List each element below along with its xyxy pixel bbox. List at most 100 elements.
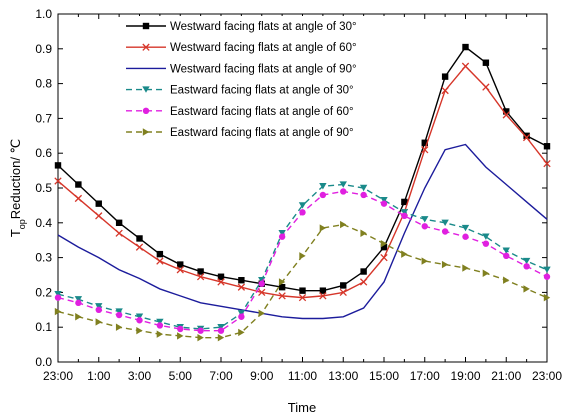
data-point	[75, 181, 82, 188]
data-point	[237, 283, 246, 291]
data-point	[319, 287, 327, 294]
data-point	[136, 317, 143, 324]
data-point	[95, 306, 102, 313]
data-point	[503, 252, 510, 260]
data-point	[54, 290, 62, 298]
data-point	[135, 243, 144, 251]
y-tick-label: 0.1	[35, 320, 52, 334]
y-tick-label: 1.0	[35, 7, 52, 21]
y-tick-label: 0.0	[35, 355, 52, 369]
data-point	[278, 292, 286, 300]
data-point	[298, 202, 307, 209]
data-point	[115, 308, 123, 315]
data-point	[278, 233, 286, 240]
data-point	[441, 219, 449, 226]
data-point	[299, 287, 306, 294]
data-point	[482, 269, 490, 277]
data-point	[74, 296, 83, 303]
data-point	[441, 260, 449, 269]
data-point	[462, 233, 469, 240]
data-point	[258, 309, 265, 317]
data-point	[543, 273, 551, 280]
data-point	[523, 132, 530, 139]
legend-item: Westward facing flats at angle of 30°	[126, 21, 357, 33]
data-point	[217, 327, 225, 334]
legend-item: Westward facing flats at angle of 90°	[126, 63, 357, 75]
data-point	[299, 252, 306, 260]
data-point	[177, 325, 184, 333]
data-point	[339, 288, 347, 297]
data-point	[278, 283, 286, 291]
data-point	[503, 108, 510, 115]
data-point	[238, 277, 245, 284]
data-point	[502, 111, 510, 119]
x-tick-label: 1:00	[87, 369, 111, 383]
data-point	[523, 285, 530, 293]
data-point	[482, 83, 490, 91]
data-point	[523, 263, 530, 270]
data-point	[461, 224, 470, 232]
data-point	[156, 257, 164, 265]
y-tick-label: 0.2	[35, 285, 52, 299]
series-layer	[54, 43, 551, 342]
legend: Westward facing flats at angle of 30° Wes…	[120, 16, 400, 146]
x-tick-label: 19:00	[450, 369, 480, 383]
data-point	[54, 162, 62, 169]
data-point	[217, 273, 225, 280]
series-line	[57, 143, 548, 320]
data-point	[237, 310, 246, 317]
data-point	[197, 327, 204, 334]
x-tick-label: 13:00	[328, 369, 358, 383]
data-point	[75, 313, 82, 321]
data-point	[115, 219, 123, 226]
data-point	[339, 181, 347, 188]
data-point	[360, 268, 367, 275]
data-point	[54, 294, 62, 301]
x-tick-label: 17:00	[410, 369, 440, 383]
data-point	[258, 277, 266, 284]
data-point	[360, 229, 367, 237]
data-point	[258, 288, 266, 297]
data-point	[441, 86, 449, 95]
data-point	[482, 59, 490, 66]
series-3	[57, 143, 548, 320]
legend-swatch-marker	[142, 86, 150, 93]
data-point	[359, 278, 368, 286]
data-point	[319, 224, 327, 232]
data-point	[360, 191, 367, 199]
legend-label: Westward facing flats at angle of 60°	[170, 42, 357, 54]
legend-label: Eastward facing flats at angle of 30°	[170, 85, 354, 97]
data-point	[115, 311, 123, 319]
data-point	[156, 250, 164, 258]
legend-item: Eastward facing flats at angle of 60°	[126, 106, 354, 118]
data-point	[299, 209, 306, 216]
data-point	[400, 209, 409, 216]
legend-box	[120, 16, 400, 146]
y-axis-title-rest: Reduction/ ℃	[8, 139, 23, 219]
y-tick-label: 0.7	[35, 111, 52, 125]
data-point	[217, 278, 225, 286]
data-point	[177, 261, 184, 268]
legend-swatch-marker	[142, 128, 150, 136]
legend-item: Eastward facing flats at angle of 30°	[126, 85, 354, 97]
x-tick-label: 3:00	[128, 369, 152, 383]
data-point	[401, 212, 408, 220]
data-point	[522, 133, 531, 142]
data-point	[441, 73, 449, 80]
data-point	[401, 250, 408, 258]
data-point	[503, 276, 510, 284]
series-1	[54, 43, 551, 294]
legend-swatch-marker	[142, 107, 150, 115]
data-point	[482, 240, 490, 247]
data-point	[54, 177, 62, 185]
legend-item: Eastward facing flats at angle of 90°	[126, 127, 354, 139]
x-tick-label: 7:00	[209, 369, 233, 383]
data-point	[115, 323, 123, 331]
data-point	[461, 62, 470, 70]
data-point	[502, 247, 510, 254]
y-tick-label: 0.5	[35, 181, 52, 195]
y-axis-title-subscript: op	[17, 219, 27, 229]
data-point	[95, 200, 102, 207]
data-point	[462, 264, 469, 272]
legend-swatch-marker	[142, 22, 150, 30]
